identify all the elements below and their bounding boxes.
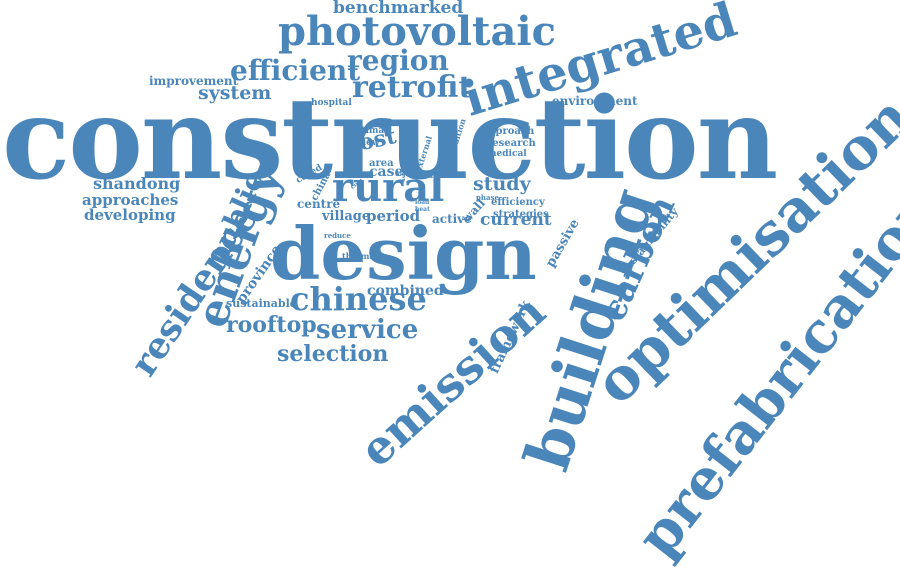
word-region: region [347,44,449,77]
word-system: system [198,82,272,104]
word-phase: phase [476,193,499,202]
word-model: model [416,171,441,180]
word-period: period [366,207,421,225]
word-optimal: optimal [349,126,388,136]
word-retrofit: retrofit [352,70,473,105]
word-service: service [316,315,419,345]
word-load: load [415,199,430,206]
word-thermal: thermal [342,251,378,261]
word-indoor: indoor [438,171,464,180]
word-study: study [473,173,531,195]
word-research: research [487,138,536,149]
word-area: area [369,158,394,169]
word-efficient: efficient [230,54,361,87]
word-efficiency: efficiency [491,197,545,208]
word-strategies: strategies [493,209,549,220]
word-active: active [432,212,472,226]
word-used: used [401,168,407,182]
word-review: review [347,138,380,148]
word-photovoltaic: photovoltaic [278,8,556,55]
word-rooftop: rooftop [226,312,317,338]
word-construction: construction [2,74,778,205]
word-medical: medical [487,149,527,159]
word-environment: environment [552,94,638,108]
word-centre: centre [297,197,341,211]
word-improvement: improvement [149,74,239,88]
word-tool: tool [395,171,409,178]
word-selection: selection [277,341,389,367]
word-combined: combined [367,283,444,299]
word-developing: developing [84,206,176,224]
word-design: design [270,211,537,296]
word-village: village [322,209,371,224]
word-rural: rural [332,164,445,211]
word-approaches: approaches [82,191,179,209]
word-benchmarked: benchmarked [333,0,464,18]
word-shandong: shandong [93,174,181,193]
word-sustainable: sustainable [226,297,297,310]
word-current: current [480,210,552,230]
word-case: case [369,164,404,180]
word-chinese: chinese [290,280,427,318]
word-hospital: hospital [311,98,352,108]
word-approach: approach [482,126,535,137]
word-heat: heat [415,206,430,213]
word-reduce: reduce [324,231,351,240]
